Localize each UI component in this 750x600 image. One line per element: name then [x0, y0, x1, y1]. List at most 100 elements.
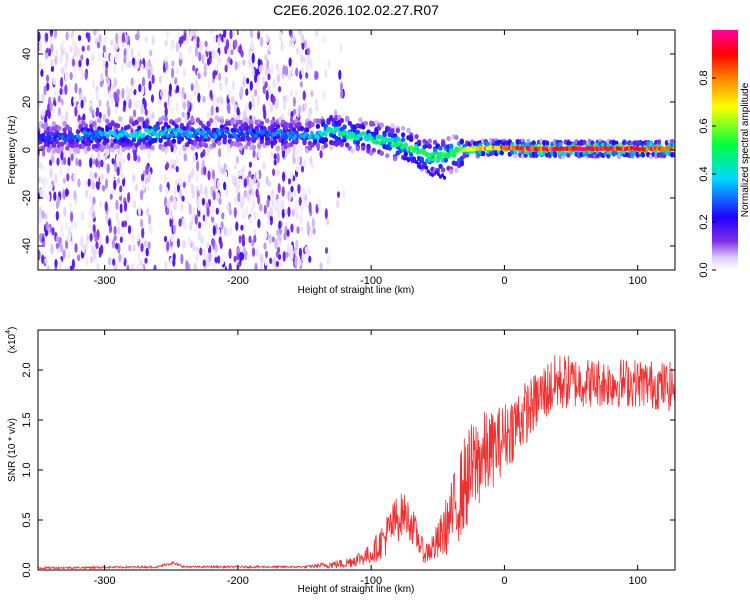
spectrogram-cell — [234, 60, 238, 71]
spectrogram-cell — [286, 147, 291, 153]
spectrogram-cell — [274, 204, 278, 212]
spectrogram-cell — [178, 218, 182, 227]
spectrogram-cell — [672, 152, 675, 158]
spectrogram-ridge-cell — [374, 139, 378, 144]
spectrogram-cell — [63, 149, 67, 159]
spectrogram-cell — [136, 233, 140, 242]
spectrogram-cell — [295, 165, 299, 173]
spectrogram-cell — [201, 54, 205, 64]
spectrogram-cell — [298, 259, 302, 267]
spectrogram-cell — [292, 157, 296, 165]
spectrogram-ridge-cell — [380, 135, 384, 140]
spectrogram-cell — [233, 123, 238, 129]
spectrogram-cell — [271, 189, 275, 198]
spectrogram-cell — [256, 179, 260, 190]
spectrogram-cell — [169, 217, 173, 228]
spectrogram-cell — [275, 63, 279, 71]
spectrogram-cell — [158, 137, 163, 144]
spectrogram-cell — [144, 257, 148, 264]
spectrogram-cell — [260, 30, 264, 34]
spectrogram-cell — [91, 78, 95, 88]
snr-x-tick-label: 100 — [629, 575, 647, 587]
spectrogram-cell — [302, 140, 307, 146]
spectrogram-cell — [165, 187, 169, 196]
spectrogram-cell — [236, 171, 240, 178]
spectrogram-cell — [300, 202, 304, 213]
spectrogram-cell — [44, 114, 48, 125]
spectrogram-ridge-cell — [220, 128, 224, 133]
spectrogram-cell — [70, 153, 74, 162]
spectrogram-cell — [177, 117, 182, 123]
spectrogram-cell — [176, 238, 180, 248]
spectrogram-cell — [111, 238, 116, 249]
spectrogram-cell — [436, 172, 441, 177]
spectrogram-cell — [86, 44, 90, 52]
spectrogram-cell — [251, 52, 255, 64]
spectrogram-y-label: Frequency (Hz) — [7, 116, 18, 185]
spectrogram-ridge-cell — [364, 133, 368, 139]
spectrogram-cell — [192, 245, 196, 252]
spectrogram-cell — [257, 142, 262, 148]
spectrogram-cell — [196, 246, 200, 254]
spectrogram-cell — [105, 213, 109, 223]
spectrogram-cell — [427, 143, 432, 149]
spectrogram-cell — [98, 111, 102, 119]
spectrogram-cell — [164, 106, 168, 117]
spectrogram-cell — [210, 105, 214, 116]
spectrogram-cell — [44, 212, 48, 221]
spectrogram-cell — [95, 90, 99, 102]
spectrogram-cell — [140, 63, 144, 70]
spectrogram-cell — [241, 30, 245, 34]
spectrogram-cell — [275, 260, 279, 267]
spectrogram-cell — [125, 86, 129, 95]
spectrogram-cell — [66, 173, 70, 182]
spectrogram-cell — [211, 211, 215, 218]
spectrogram-cell — [358, 117, 363, 123]
spectrogram-cell — [257, 74, 261, 83]
spectrogram-cell — [71, 58, 76, 67]
spectrogram-cell — [115, 154, 119, 166]
spectrogram-cell — [245, 88, 249, 96]
spectrogram-cell — [290, 223, 294, 233]
spectrogram-cell — [87, 32, 91, 43]
spectrogram-cell — [92, 224, 96, 233]
spectrogram-cell — [67, 232, 72, 241]
spectrogram-cell — [169, 209, 174, 220]
spectrogram-cell — [224, 76, 228, 86]
spectrogram-cell — [54, 173, 58, 184]
spectrogram-cell — [235, 155, 239, 164]
snr-y-tick-label: 2.0 — [21, 362, 33, 377]
spectrogram-cell — [215, 207, 219, 215]
spectrogram-cell — [100, 244, 104, 255]
spectrogram-cell — [199, 247, 203, 256]
spectrogram-cell — [292, 35, 296, 43]
spectrogram-cell — [253, 211, 257, 221]
spectrogram-cell — [308, 201, 312, 213]
spectrogram-ridge-cell — [96, 133, 100, 138]
spectrogram-cell — [74, 243, 78, 253]
spectrogram-ridge-cell — [390, 137, 394, 143]
spectrogram-cell — [93, 30, 97, 36]
spectrogram-cell — [214, 63, 219, 72]
spectrogram-ridge-cell — [436, 151, 440, 156]
spectrogram-cell — [379, 122, 384, 128]
spectrogram-cell — [254, 262, 258, 270]
spectrogram-cell — [49, 183, 53, 192]
spectrogram-cell — [273, 139, 278, 145]
spectrogram-cell — [254, 88, 258, 97]
spectrogram-cell — [276, 152, 280, 164]
spectrogram-cell — [298, 105, 302, 114]
spectrogram-cell — [62, 189, 66, 200]
spectrogram-cell — [295, 67, 299, 77]
spectrogram-cell — [170, 41, 174, 50]
spectrogram-cell — [140, 103, 144, 115]
spectrogram-cell — [168, 96, 172, 108]
spectrogram-cell — [251, 115, 257, 121]
spectrogram-cell — [185, 259, 189, 270]
spectrogram-cell — [315, 104, 319, 112]
spectrogram-cell — [302, 92, 307, 99]
spectrogram-cell — [89, 157, 93, 169]
spectrogram-cell — [109, 193, 113, 200]
spectrogram-cell — [131, 233, 135, 243]
spectrogram-cell — [251, 97, 255, 109]
